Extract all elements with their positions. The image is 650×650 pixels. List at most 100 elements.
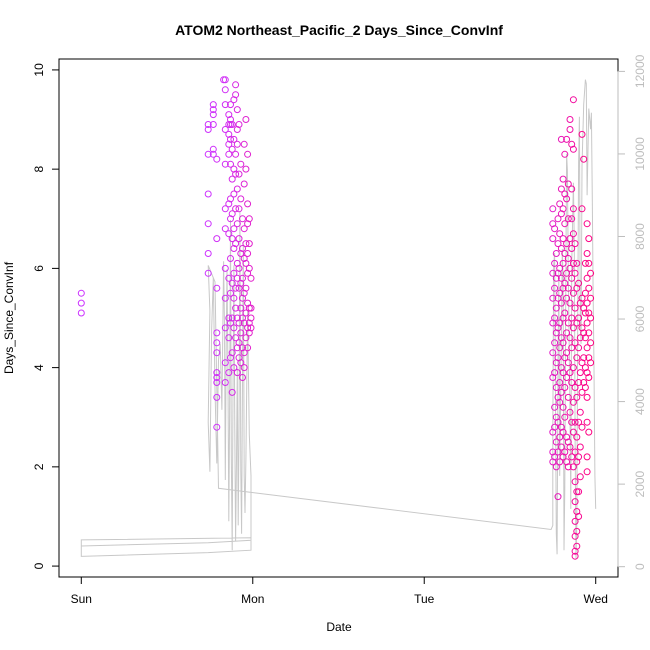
y-axis-left: 0 2 4 6 8 10 [32,63,60,569]
data-point [575,344,583,352]
data-point [583,468,591,476]
plot-area [58,58,619,578]
data-point [552,274,560,282]
data-point [564,319,572,327]
data-point [549,269,557,277]
data-point [569,230,577,238]
data-point [240,225,248,233]
data-point [239,344,246,352]
data-point [232,170,240,178]
data-point [573,542,581,550]
data-point [235,319,243,327]
data-point [568,344,576,352]
data-point [575,488,583,496]
data-point [583,393,591,401]
data-point [242,334,250,342]
data-point [204,220,212,228]
data-point [573,393,581,401]
data-point [575,453,583,461]
data-point [227,255,234,262]
data-point [580,354,588,362]
data-point [580,379,588,386]
data-point [235,121,243,128]
data-point [583,418,591,426]
data-point [576,443,584,451]
data-point [564,359,572,367]
data-point [242,259,250,267]
data-point [580,155,588,163]
data-point [569,428,577,436]
data-point [227,319,234,327]
data-point [557,245,565,252]
data-point [221,324,229,332]
data-point [571,478,579,486]
data-point [573,433,581,441]
x-tick-label: Wed [583,592,607,606]
data-point [240,364,248,372]
data-point [551,284,559,292]
y2-tick-label: 10000 [633,137,647,171]
data-point [587,294,595,302]
data-point [232,334,240,342]
data-point [237,329,245,337]
data-point [578,205,586,213]
data-point [244,200,252,208]
data-point [227,116,234,123]
data-point [230,364,238,372]
x-axis: Sun Mon Tue Wed [71,576,608,606]
data-point [578,294,586,302]
data-point [585,329,593,337]
y2-tick-label: 12000 [633,54,647,88]
data-point [571,339,579,347]
data-point [237,250,245,257]
data-point [563,374,571,381]
data-point [221,86,229,94]
data-point [559,175,567,183]
data-point [230,96,238,104]
data-point [566,299,574,307]
data-point [245,264,253,272]
data-point [235,284,243,292]
data-point [556,264,564,272]
data-point [569,289,577,297]
data-point [237,160,245,168]
data-point [228,349,236,357]
data-point [244,220,252,228]
data-point [569,463,577,471]
data-point [225,334,233,342]
data-point [554,493,562,501]
data-point [77,299,85,307]
data-point [204,126,212,133]
data-point [583,274,591,282]
data-point [568,215,576,223]
data-point [77,289,85,297]
data-point [573,284,581,292]
data-point [569,259,577,267]
data-point [559,339,567,347]
data-point [209,111,217,119]
data-point [549,235,557,243]
data-point [561,220,569,228]
data-point [575,314,583,322]
data-point [549,349,557,357]
data-point [575,379,583,386]
data-point [563,195,571,203]
data-point [242,309,250,317]
data-point [561,279,569,287]
data-point [230,324,238,332]
data-point [583,220,591,228]
data-point [556,200,564,208]
data-point [564,393,572,401]
data-point [227,195,234,203]
data-point [564,180,572,188]
data-point [228,314,236,322]
data-point [571,517,579,525]
data-point [578,130,586,138]
data-point [549,205,557,213]
data-point [225,314,233,322]
data-point [225,230,233,238]
data-point [576,299,584,307]
data-point [575,279,583,287]
data-point [549,294,557,302]
